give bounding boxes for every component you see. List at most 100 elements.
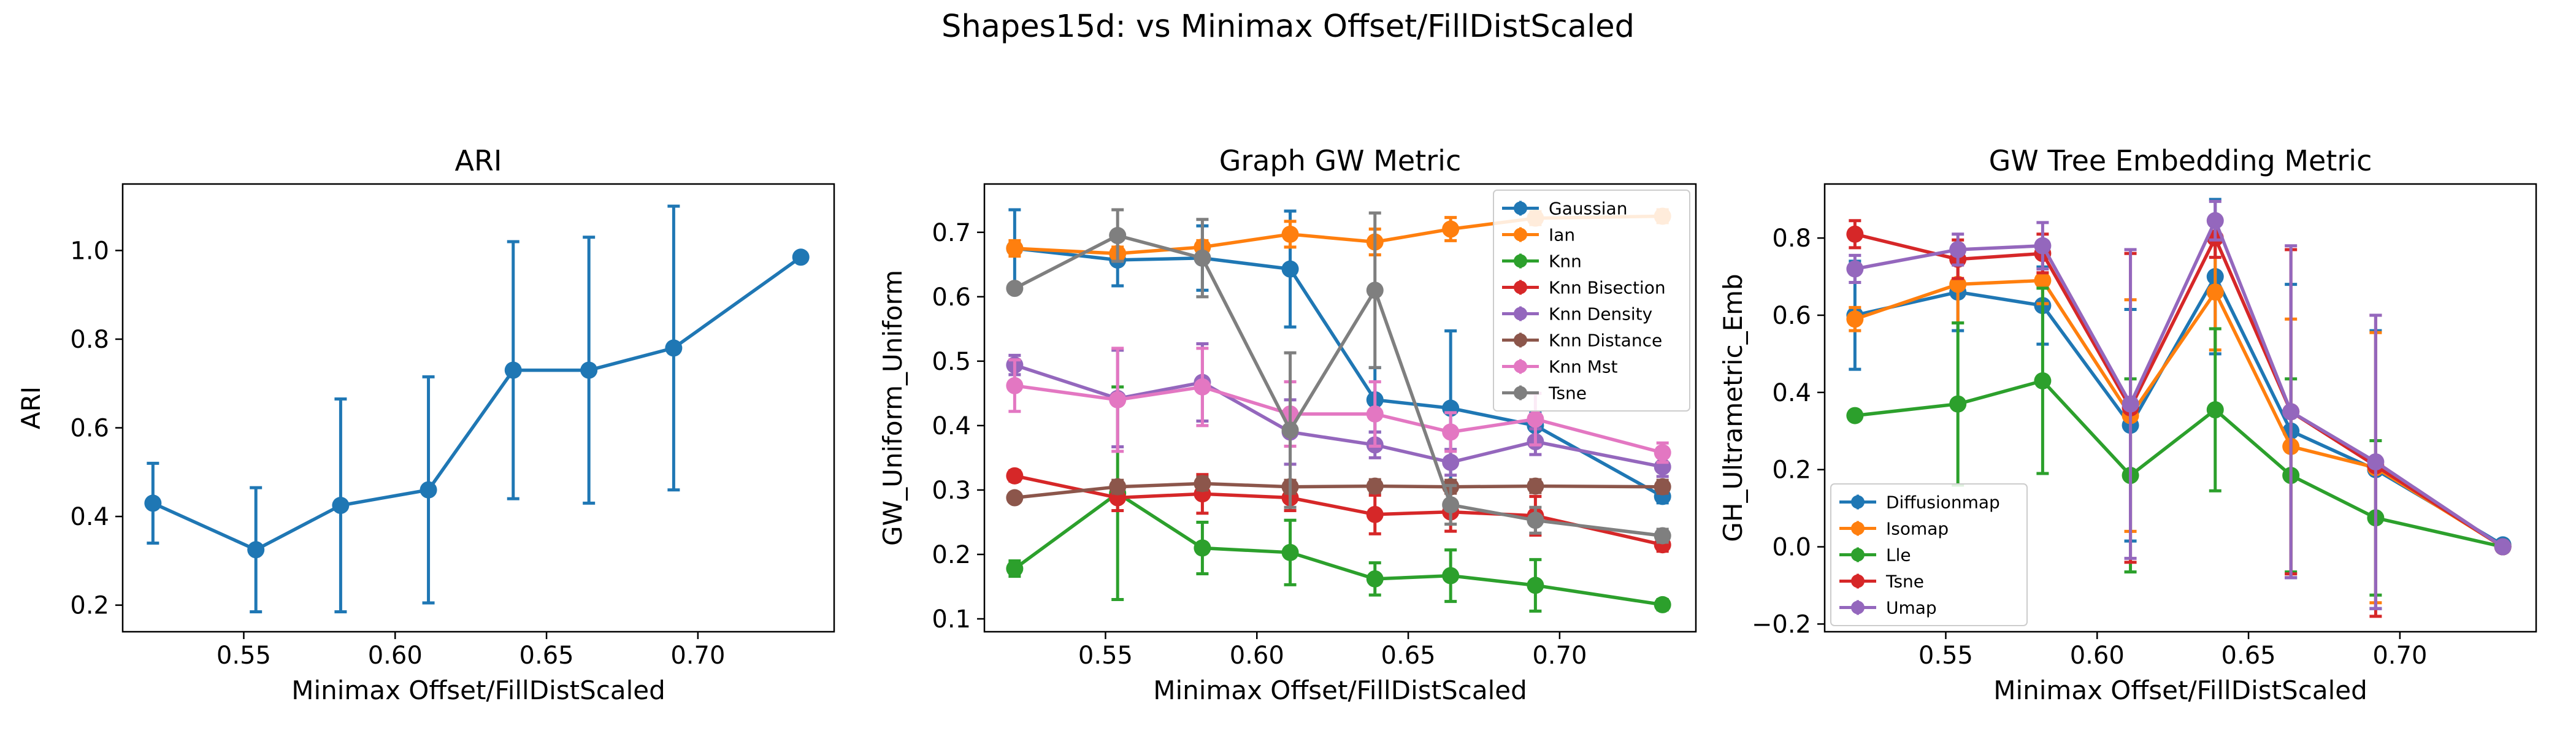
legend-label: Gaussian xyxy=(1549,199,1627,219)
series-line xyxy=(1854,216,2504,548)
x-tick-label: 0.65 xyxy=(2221,642,2276,670)
y-tick-label: 0.2 xyxy=(70,592,109,620)
x-axis-label: Minimax Offset/FillDistScaled xyxy=(1153,675,1527,705)
data-point xyxy=(1442,423,1460,441)
data-point xyxy=(1006,377,1024,394)
data-point xyxy=(1006,467,1024,485)
data-point xyxy=(1442,567,1460,585)
legend-swatch-marker xyxy=(1514,254,1527,268)
y-tick-label: 0.4 xyxy=(1772,379,1811,407)
series-line xyxy=(144,204,810,613)
series-line xyxy=(1014,481,1663,500)
legend-swatch-marker xyxy=(1851,495,1865,509)
y-tick-label: 0.7 xyxy=(932,219,971,247)
legend-label: Tsne xyxy=(1885,572,1924,592)
data-point xyxy=(1527,577,1544,594)
data-point xyxy=(2206,283,2224,301)
y-tick-label: 0.3 xyxy=(932,477,971,505)
data-point xyxy=(1194,539,1211,557)
data-point xyxy=(247,541,265,559)
data-point xyxy=(144,494,162,512)
data-point xyxy=(1949,240,1967,258)
legend-label: Knn Bisection xyxy=(1549,278,1666,298)
y-tick-label: 0.2 xyxy=(932,541,971,569)
data-point xyxy=(1109,391,1127,408)
data-point xyxy=(1654,444,1671,461)
data-point xyxy=(332,497,350,515)
legend-box xyxy=(1493,190,1690,412)
legend-label: Knn Mst xyxy=(1549,357,1618,377)
x-tick-label: 0.65 xyxy=(1381,642,1436,670)
x-axis-label: Minimax Offset/FillDistScaled xyxy=(291,675,665,705)
series-line xyxy=(1014,384,1663,454)
legend-swatch-marker xyxy=(1851,600,1865,615)
data-point xyxy=(1194,249,1211,267)
x-tick-label: 0.65 xyxy=(519,642,574,670)
data-point xyxy=(2034,272,2052,289)
x-tick-label: 0.60 xyxy=(2070,642,2125,670)
x-tick-label: 0.70 xyxy=(670,642,725,670)
legend-box xyxy=(1830,483,2028,626)
chart-title: GW Tree Embedding Metric xyxy=(1989,144,2372,177)
chart-title: Graph GW Metric xyxy=(1219,144,1461,177)
legend-swatch-marker xyxy=(1514,307,1527,321)
series-line xyxy=(152,256,802,552)
series-line xyxy=(1855,378,2504,549)
series-knn-bisection xyxy=(1006,467,1671,554)
y-axis-label: GW_Uniform_Uniform xyxy=(878,270,908,546)
data-point xyxy=(2206,401,2224,419)
legend-label: Lle xyxy=(1886,545,1911,565)
series-knn xyxy=(1006,385,1671,613)
data-point xyxy=(1281,225,1299,243)
legend-label: Knn Density xyxy=(1549,304,1652,324)
y-tick-label: 0.5 xyxy=(932,348,971,376)
chart-panel-3: GW Tree Embedding Metric 0.55 0.60 0.65 0.70… xyxy=(1718,144,2537,705)
data-point xyxy=(1109,227,1127,245)
legend-swatch-marker xyxy=(1851,521,1865,535)
chart-panel-1: ARI 0.55 0.60 0.65 0.70 0.2 0.4 0.6 0.8 1.0 Minima… xyxy=(16,144,835,705)
y-axis-label: ARI xyxy=(16,386,46,429)
x-axis-label: Minimax Offset/FillDistScaled xyxy=(1993,675,2367,705)
legend-swatch-marker xyxy=(1851,548,1865,562)
legend-swatch-marker xyxy=(1514,386,1527,400)
data-point xyxy=(1366,477,1384,495)
data-point xyxy=(1281,543,1299,561)
legend: Gaussian Ian Knn Knn Bisection Knn Density Kn… xyxy=(1493,190,1690,412)
series-tsne xyxy=(1006,208,1671,545)
data-point xyxy=(1194,475,1211,493)
y-tick-label: 0.0 xyxy=(1772,534,1811,562)
series-line xyxy=(1014,474,1663,546)
legend-swatch-marker xyxy=(1514,280,1527,294)
data-point xyxy=(1949,395,1967,413)
data-point xyxy=(2367,453,2385,471)
x-tick-label: 0.70 xyxy=(2372,642,2427,670)
legend-label: Umap xyxy=(1886,598,1937,618)
series-line xyxy=(1014,234,1663,538)
y-tick-label: 1.0 xyxy=(70,237,109,265)
data-point xyxy=(1442,220,1460,238)
data-point xyxy=(1846,225,1864,243)
y-tick-label: 0.6 xyxy=(70,415,109,443)
x-tick-label: 0.60 xyxy=(368,642,423,670)
legend-swatch-marker xyxy=(1514,359,1527,374)
data-point xyxy=(1366,505,1384,523)
y-tick-label: 0.6 xyxy=(1772,302,1811,330)
legend-label: Diffusionmap xyxy=(1886,493,2000,513)
data-point xyxy=(1654,527,1671,545)
data-point xyxy=(2034,237,2052,255)
data-point xyxy=(1366,570,1384,588)
data-point xyxy=(792,248,810,266)
x-tick-label: 0.55 xyxy=(1078,642,1133,670)
series-line xyxy=(1014,363,1663,469)
data-point xyxy=(2206,212,2224,229)
data-point xyxy=(420,481,437,499)
data-point xyxy=(1006,240,1024,258)
legend-label: Tsne xyxy=(1548,383,1587,404)
series-line xyxy=(1013,491,1663,607)
chart-title: ARI xyxy=(455,144,502,177)
x-tick-label: 0.55 xyxy=(217,642,271,670)
data-point xyxy=(580,361,598,379)
data-point xyxy=(1442,496,1460,514)
y-tick-label: 0.2 xyxy=(1772,456,1811,485)
